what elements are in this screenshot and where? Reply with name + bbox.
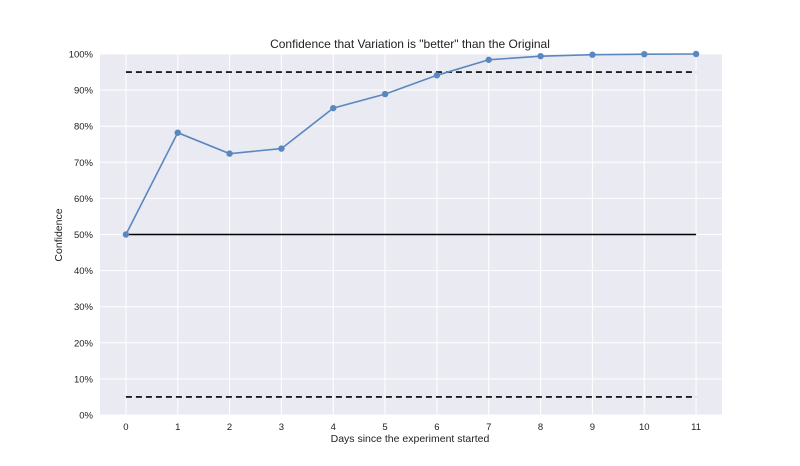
data-point	[485, 56, 492, 63]
x-tick-label: 3	[279, 422, 284, 433]
y-tick-label: 10%	[74, 374, 94, 385]
y-tick-label: 20%	[74, 338, 94, 349]
y-tick-label: 90%	[74, 86, 94, 97]
y-tick-label: 0%	[79, 411, 93, 422]
x-tick-label: 10	[639, 422, 650, 433]
x-tick-label: 0	[123, 422, 128, 433]
x-tick-label: 6	[434, 422, 439, 433]
data-point	[692, 50, 700, 58]
y-axis-label: Confidence	[53, 208, 65, 261]
y-tick-label: 50%	[74, 230, 94, 241]
y-tick-label: 30%	[74, 302, 94, 313]
data-point	[174, 129, 181, 136]
data-point	[330, 104, 337, 112]
data-point	[122, 231, 130, 238]
y-tick-label: 60%	[74, 194, 94, 205]
x-tick-label: 1	[175, 422, 180, 433]
data-point	[641, 50, 648, 58]
data-point	[278, 145, 285, 152]
data-point	[381, 90, 389, 98]
x-tick-label: 5	[382, 422, 387, 433]
series-line	[125, 53, 697, 235]
y-tick-label: 40%	[74, 266, 94, 277]
x-tick-labels: 0 1 2 3 4 5 6 7 8 9 10 11	[123, 422, 701, 433]
x-tick-label: 9	[590, 422, 595, 433]
data-series	[122, 50, 700, 238]
data-point	[226, 150, 233, 157]
data-point	[433, 72, 441, 79]
x-tick-label: 7	[486, 422, 491, 433]
y-tick-label: 80%	[74, 122, 94, 133]
x-tick-label: 2	[227, 422, 232, 433]
y-tick-label: 70%	[74, 158, 94, 169]
reference-lines	[125, 71, 697, 398]
x-tick-label: 4	[331, 422, 336, 433]
chart-title: Confidence that Variation is "better" th…	[270, 37, 550, 51]
data-point	[537, 52, 544, 60]
y-tick-labels: 0% 10% 20% 30% 40% 50% 60% 70% 80% 90% 100%	[69, 50, 94, 422]
y-tick-label: 100%	[69, 50, 94, 61]
data-point	[589, 51, 596, 58]
x-axis-label: Days since the experiment started	[331, 433, 490, 445]
x-tick-label: 8	[538, 422, 543, 433]
x-tick-label: 11	[691, 422, 701, 433]
